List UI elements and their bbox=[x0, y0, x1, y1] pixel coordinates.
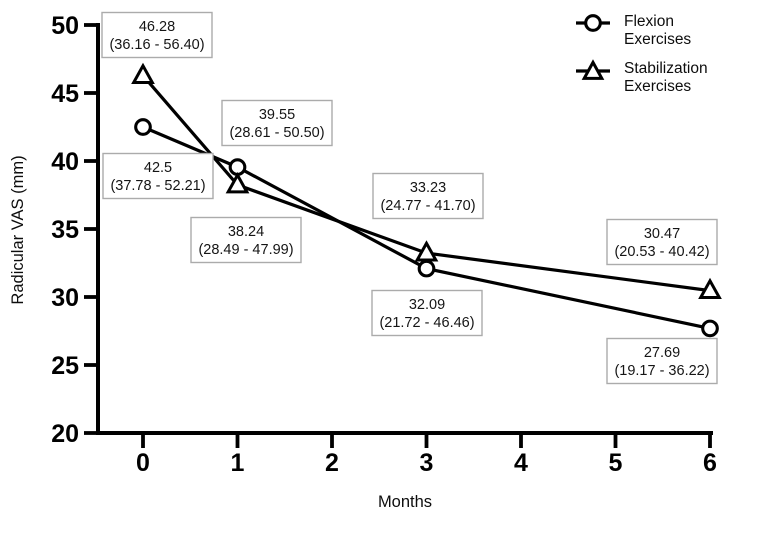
annotation-box-flexion-exercises-month-1 bbox=[221, 99, 333, 147]
annotation-value: 42.5 bbox=[144, 160, 172, 176]
annotation-ci: (21.72 - 46.46) bbox=[379, 315, 474, 331]
annotation-box-flexion-exercises-month-3 bbox=[371, 289, 483, 337]
y-tick-label: 40 bbox=[51, 148, 79, 176]
annotation-box-stabilization-exercises-month-0 bbox=[101, 11, 213, 59]
x-tick-label: 3 bbox=[420, 449, 434, 477]
annotation-box-stabilization-exercises-month-1 bbox=[190, 216, 302, 264]
data-point-flexion-exercises bbox=[417, 259, 436, 278]
annotation-box-stabilization-exercises-month-3 bbox=[372, 172, 484, 220]
data-point-flexion-exercises bbox=[701, 319, 719, 338]
annotation-value: 27.69 bbox=[644, 345, 680, 361]
annotation-value: 39.55 bbox=[259, 107, 295, 123]
annotation-box-stabilization-exercises-month-6 bbox=[606, 218, 718, 266]
annotation-ci: (28.61 - 50.50) bbox=[229, 125, 324, 141]
legend-item-flexion-exercises: Flexion Exercises bbox=[575, 13, 708, 49]
y-tick-label: 25 bbox=[51, 352, 79, 380]
triangle-marker-icon bbox=[576, 59, 610, 80]
annotation-ci: (24.77 - 41.70) bbox=[380, 198, 475, 214]
annotation-ci: (20.53 - 40.42) bbox=[614, 244, 709, 260]
annotation-ci: (37.78 - 52.21) bbox=[110, 178, 205, 194]
annotation-value: 33.23 bbox=[410, 180, 446, 196]
annotation-ci: (28.49 - 47.99) bbox=[198, 242, 293, 258]
legend-label: Flexion Exercises bbox=[624, 13, 692, 48]
annotation-ci: (36.16 - 56.40) bbox=[109, 37, 204, 53]
legend-label: Stabilization Exercises bbox=[624, 60, 708, 95]
data-point-flexion-exercises bbox=[134, 118, 152, 136]
y-tick-label: 35 bbox=[51, 216, 79, 244]
y-tick-label: 50 bbox=[51, 12, 79, 40]
legend: Flexion Exercises Stabilization Exercise… bbox=[575, 13, 708, 107]
x-tick-label: 4 bbox=[514, 449, 528, 477]
legend-item-stabilization-exercises: Stabilization Exercises bbox=[575, 59, 708, 96]
annotation-value: 32.09 bbox=[409, 297, 445, 313]
y-tick-label: 20 bbox=[51, 420, 79, 448]
x-tick-label: 2 bbox=[325, 449, 339, 477]
x-tick-label: 5 bbox=[609, 449, 623, 477]
x-tick-label: 1 bbox=[231, 449, 245, 477]
y-axis-title: Radicular VAS (mm) bbox=[9, 155, 27, 305]
series-line-stabilization-exercises bbox=[141, 74, 711, 293]
annotation-value: 38.24 bbox=[228, 224, 264, 240]
annotation-ci: (19.17 - 36.22) bbox=[614, 363, 709, 379]
data-point-stabilization-exercises bbox=[131, 62, 155, 84]
data-point-stabilization-exercises bbox=[225, 172, 250, 194]
circle-marker-icon bbox=[576, 14, 610, 32]
annotation-value: 46.28 bbox=[139, 19, 175, 35]
x-tick-label: 0 bbox=[136, 449, 150, 477]
x-tick-label: 6 bbox=[703, 449, 717, 477]
x-axis-title: Months bbox=[377, 493, 433, 511]
annotation-value: 30.47 bbox=[644, 226, 680, 242]
data-point-stabilization-exercises bbox=[698, 277, 722, 300]
y-tick-label: 30 bbox=[51, 284, 79, 312]
annotation-box-flexion-exercises-month-6 bbox=[606, 337, 718, 385]
data-point-stabilization-exercises bbox=[414, 240, 439, 262]
y-tick-label: 45 bbox=[51, 80, 79, 108]
annotation-box-flexion-exercises-month-0 bbox=[102, 152, 214, 200]
